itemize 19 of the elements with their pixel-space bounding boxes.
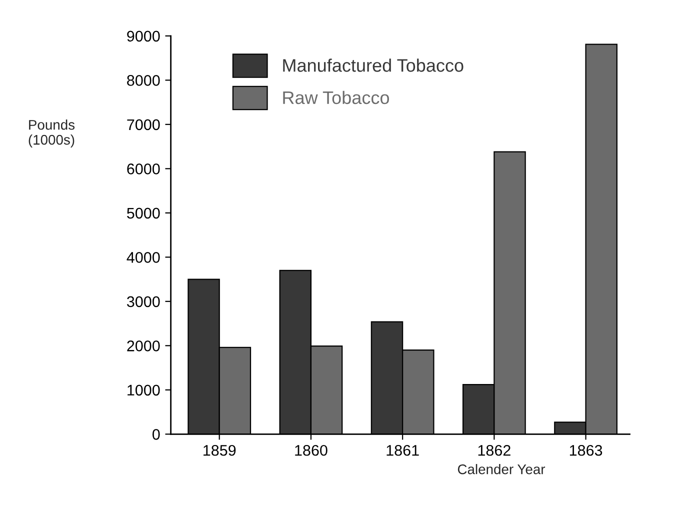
y-tick-label: 9000: [127, 30, 160, 42]
x-tick-label: 1859: [204, 444, 236, 456]
y-tick-label: 2000: [127, 340, 160, 352]
x-tick-label: 1862: [478, 444, 510, 456]
y-tick-label: 8000: [127, 75, 160, 86]
y-tick-label: 7000: [127, 119, 160, 130]
y-tick-label: 0: [152, 429, 160, 440]
x-axis-title: Calender Year: [458, 464, 546, 474]
y-tick-label: 6000: [127, 164, 160, 174]
legend-label: Raw Tobacco: [283, 90, 390, 104]
x-tick-label: 1860: [295, 444, 328, 456]
y-tick-label: 3000: [126, 296, 160, 308]
y-tick-label: 1000: [128, 384, 160, 396]
y-tick-label: 4000: [126, 252, 160, 263]
y-tick-label: 5000: [127, 208, 160, 219]
legend-label: Manufactured Tobacco: [283, 58, 464, 72]
x-tick-label: 1863: [570, 444, 602, 456]
y-axis-title: Pounds (1000s): [28, 120, 75, 148]
x-tick-label: 1861: [386, 444, 419, 456]
